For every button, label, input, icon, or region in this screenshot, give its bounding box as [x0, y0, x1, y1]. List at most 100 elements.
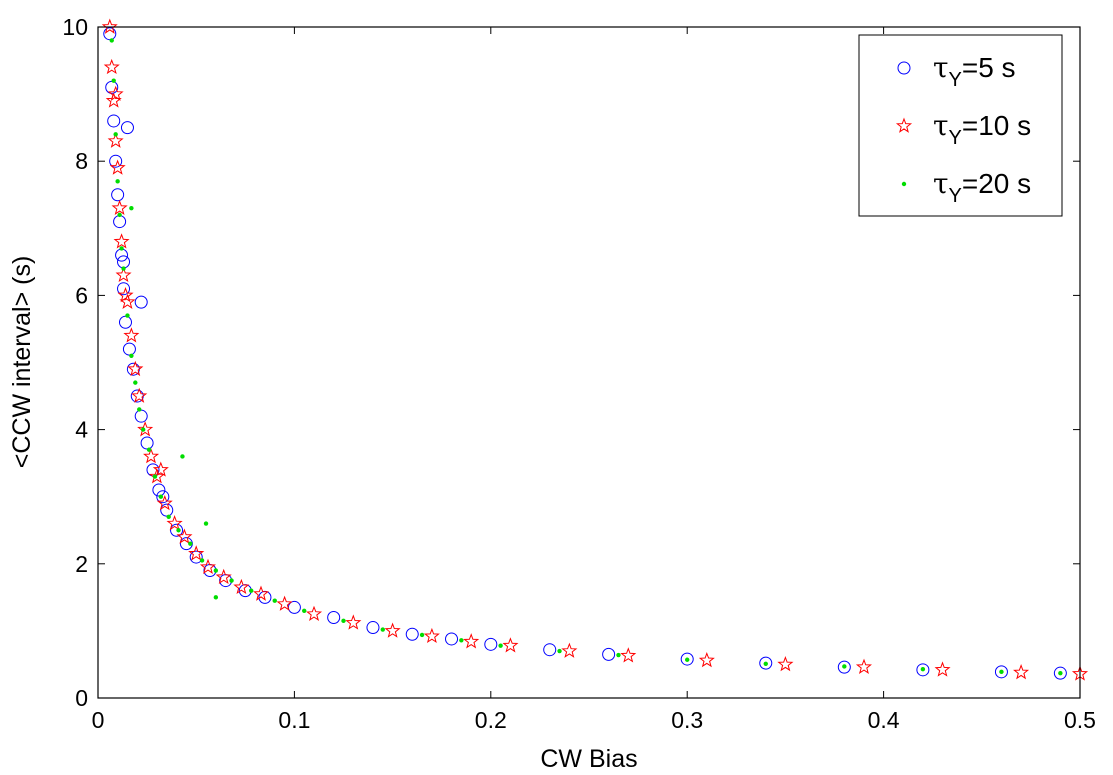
data-point-series-2 — [423, 627, 440, 644]
data-point-series-1 — [156, 490, 170, 504]
x-axis-label: CW Bias — [540, 745, 637, 773]
data-point-series-3 — [213, 595, 219, 600]
data-point-series-3 — [129, 353, 134, 358]
legend-label-series-1: τY=5 s — [933, 51, 1016, 91]
data-point-series-2 — [143, 447, 160, 464]
data-point-series-2 — [276, 595, 293, 611]
data-point-series-3 — [146, 447, 152, 452]
data-point-series-3 — [459, 638, 464, 643]
data-point-series-3 — [380, 627, 385, 632]
data-point-series-3 — [113, 132, 118, 137]
data-point-series-3 — [272, 598, 277, 603]
data-point-series-1 — [140, 436, 154, 450]
data-point-series-1 — [170, 523, 184, 537]
data-point-series-2 — [176, 528, 193, 544]
data-point-series-2 — [934, 661, 951, 677]
data-point-series-2 — [166, 515, 183, 531]
data-point-series-2 — [620, 647, 637, 663]
data-point-series-3 — [616, 652, 621, 658]
data-point-series-2 — [117, 286, 134, 303]
data-point-series-3 — [166, 514, 171, 520]
data-point-series-1 — [916, 663, 930, 677]
data-point-series-2 — [345, 614, 362, 630]
data-point-series-2 — [698, 651, 715, 668]
data-point-series-3 — [199, 558, 205, 563]
data-point-series-2 — [152, 461, 169, 477]
x-tick-label: 0 — [92, 707, 105, 733]
data-point-series-2 — [101, 18, 118, 34]
data-point-series-1 — [111, 188, 125, 202]
data-point-series-3 — [203, 521, 209, 526]
data-point-series-1 — [134, 409, 148, 423]
data-point-series-3 — [125, 313, 130, 318]
y-tick-label: 8 — [75, 148, 88, 174]
legend-box — [858, 34, 1063, 217]
data-point-series-3 — [188, 541, 193, 546]
data-point-series-1 — [602, 647, 616, 661]
data-point-series-1 — [405, 627, 419, 641]
data-point-series-3 — [115, 179, 120, 184]
x-tick-label: 0.4 — [868, 707, 900, 733]
data-point-series-1 — [120, 121, 134, 135]
data-point-series-2 — [109, 159, 126, 175]
data-point-series-1 — [327, 610, 341, 624]
y-tick-label: 4 — [75, 417, 88, 443]
data-point-series-2 — [115, 266, 132, 283]
data-point-series-3 — [920, 666, 926, 672]
y-tick-label: 10 — [62, 14, 88, 40]
data-point-series-2 — [148, 468, 165, 484]
axis-ticks — [97, 26, 1081, 699]
y-tick-label: 6 — [75, 282, 88, 308]
data-point-series-3 — [140, 427, 146, 432]
data-point-series-1 — [117, 282, 131, 296]
data-point-series-3 — [685, 657, 690, 662]
data-point-series-1 — [134, 295, 148, 309]
data-point-series-2 — [253, 585, 270, 601]
data-point-series-2 — [103, 58, 120, 75]
data-point-series-1 — [115, 248, 129, 262]
data-point-series-2 — [199, 558, 216, 574]
data-point-series-1 — [366, 621, 380, 635]
legend: τY=5 s τY=10 s τY=20 s — [858, 34, 1063, 217]
data-point-series-2 — [777, 656, 794, 672]
data-point-series-3 — [999, 669, 1004, 675]
data-point-series-2 — [502, 637, 519, 653]
data-point-series-1 — [107, 114, 121, 128]
data-point-series-3 — [229, 578, 234, 583]
x-tick-label: 0.3 — [671, 707, 703, 733]
legend-marker-series-1 — [897, 61, 911, 75]
data-point-series-1 — [118, 315, 132, 329]
y-axis-label: <CCW interval> (s) — [8, 256, 36, 469]
data-point-series-1 — [543, 643, 557, 657]
data-point-series-2 — [463, 633, 480, 649]
y-tick-label: 2 — [75, 551, 88, 577]
data-point-series-3 — [133, 380, 138, 385]
tick-labels: 0 0.1 0.2 0.3 0.4 0.5 0 2 4 6 8 10 — [62, 14, 1096, 733]
data-point-series-2 — [123, 327, 140, 343]
data-point-series-1 — [113, 215, 127, 229]
x-tick-label: 0.5 — [1064, 707, 1096, 733]
data-point-series-3 — [180, 454, 185, 459]
data-point-series-2 — [384, 622, 401, 638]
legend-marker-series-2 — [895, 117, 913, 133]
y-tick-label: 0 — [75, 685, 88, 711]
data-point-series-3 — [763, 661, 768, 666]
data-point-series-1 — [122, 342, 136, 356]
data-point-series-2 — [855, 658, 872, 674]
data-point-series-2 — [215, 568, 232, 585]
data-point-series-3 — [117, 212, 122, 218]
data-point-series-2 — [1013, 664, 1030, 680]
x-tick-label: 0.1 — [278, 707, 310, 733]
data-point-series-2 — [156, 494, 173, 511]
data-point-series-3 — [176, 528, 181, 533]
data-point-series-3 — [152, 474, 158, 479]
data-point-series-1 — [837, 660, 851, 674]
data-point-series-1 — [160, 503, 174, 517]
data-point-series-1 — [759, 656, 773, 670]
x-tick-label: 0.2 — [475, 707, 507, 733]
data-point-series-2 — [107, 85, 124, 101]
data-point-series-3 — [109, 38, 114, 43]
plot-area-frame — [97, 26, 1081, 699]
data-point-series-1 — [109, 154, 123, 168]
